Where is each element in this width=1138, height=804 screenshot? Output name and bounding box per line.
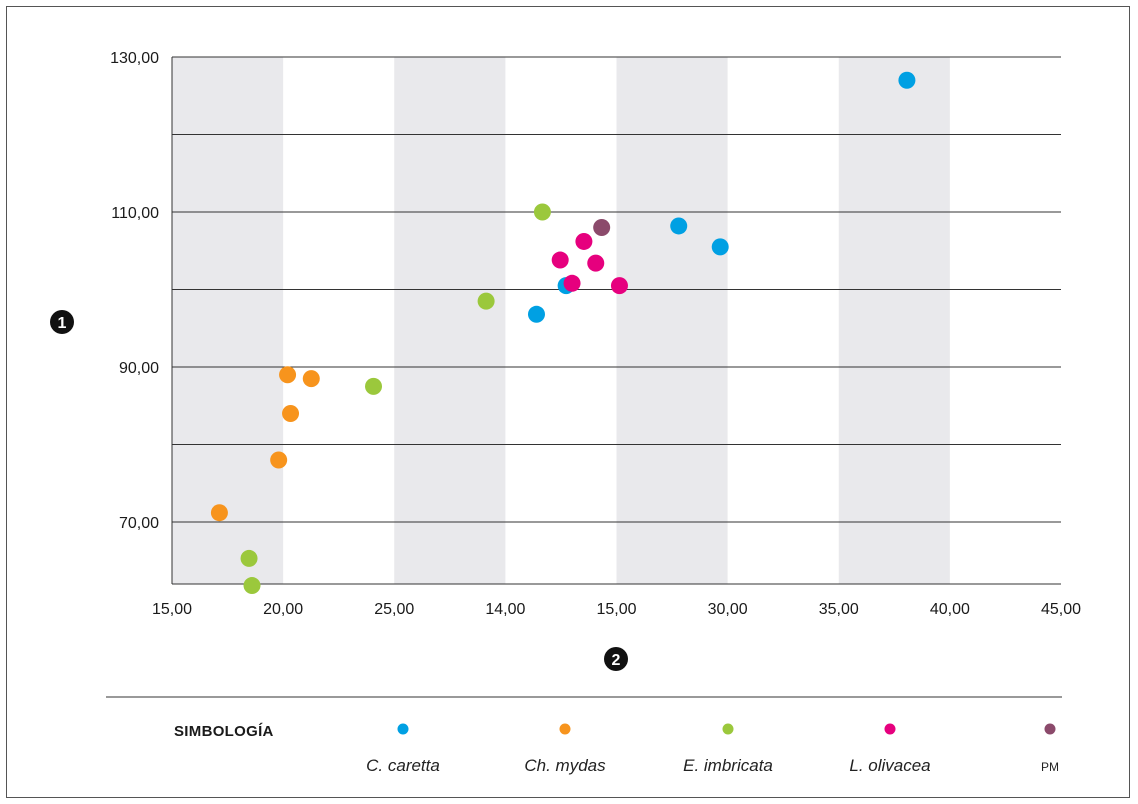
y-tick-label: 130,00 bbox=[110, 50, 159, 67]
y-tick-labels: 70,00 90,00 110,00 130,00 bbox=[110, 50, 159, 532]
data-point bbox=[587, 254, 605, 272]
column-band bbox=[838, 57, 950, 584]
x-tick-label: 15,00 bbox=[152, 601, 192, 618]
x-tick-label: 40,00 bbox=[930, 601, 970, 618]
data-point bbox=[302, 370, 320, 388]
data-point bbox=[365, 377, 383, 395]
legend-label: E. imbricata bbox=[683, 756, 773, 775]
data-point bbox=[533, 203, 551, 221]
legend-title: SIMBOLOGÍA bbox=[174, 723, 274, 740]
legend-label: L. olivacea bbox=[849, 756, 930, 775]
data-point bbox=[593, 219, 611, 236]
data-point bbox=[551, 251, 569, 269]
data-point bbox=[711, 238, 729, 256]
legend-label: PM bbox=[1041, 760, 1059, 774]
column-band bbox=[172, 57, 284, 584]
data-point bbox=[243, 577, 261, 595]
axes bbox=[171, 57, 1061, 585]
legend-swatch bbox=[1044, 723, 1056, 735]
data-point bbox=[210, 504, 228, 522]
data-point bbox=[575, 232, 593, 250]
column-band bbox=[394, 57, 506, 584]
y-axis-badge: 1 bbox=[50, 310, 74, 334]
data-point bbox=[610, 277, 628, 295]
legend-label: Ch. mydas bbox=[524, 756, 606, 775]
x-tick-label: 25,00 bbox=[374, 601, 414, 618]
x-tick-label: 35,00 bbox=[819, 601, 859, 618]
legend: C. caretta Ch. mydas E. imbricata L. olivac… bbox=[366, 723, 1059, 775]
legend-swatch bbox=[884, 723, 896, 735]
x-axis-badge: 2 bbox=[604, 647, 628, 671]
y-tick-label: 110,00 bbox=[111, 205, 159, 222]
data-point bbox=[527, 305, 545, 323]
x-tick-label: 30,00 bbox=[708, 601, 748, 618]
column-band bbox=[616, 57, 728, 584]
chart-frame bbox=[6, 6, 1130, 798]
y-axis-badge-label: 1 bbox=[58, 315, 67, 332]
data-point bbox=[670, 217, 688, 235]
data-point bbox=[279, 366, 297, 384]
y-tick-label: 70,00 bbox=[119, 515, 159, 532]
y-tick-label: 90,00 bbox=[119, 360, 159, 377]
x-axis-badge-label: 2 bbox=[612, 652, 621, 669]
x-tick-labels: 15,00 20,00 25,00 14,00 15,00 30,00 35,00 40,00… bbox=[152, 601, 1081, 618]
data-point bbox=[240, 549, 258, 567]
horizontal-gridlines bbox=[172, 56, 1061, 523]
x-tick-label: 14,00 bbox=[485, 601, 525, 618]
column-bands bbox=[172, 57, 950, 584]
x-tick-label: 20,00 bbox=[263, 601, 303, 618]
legend-swatch bbox=[559, 723, 571, 735]
data-point bbox=[270, 451, 288, 469]
x-tick-label: 45,00 bbox=[1041, 601, 1081, 618]
data-points bbox=[210, 71, 916, 595]
x-tick-label: 15,00 bbox=[596, 601, 636, 618]
data-point bbox=[563, 274, 581, 292]
legend-label: C. caretta bbox=[366, 756, 440, 775]
legend-swatch bbox=[397, 723, 409, 735]
legend-swatch bbox=[722, 723, 734, 735]
data-point bbox=[282, 405, 300, 422]
data-point bbox=[477, 292, 495, 310]
data-point bbox=[898, 71, 916, 89]
